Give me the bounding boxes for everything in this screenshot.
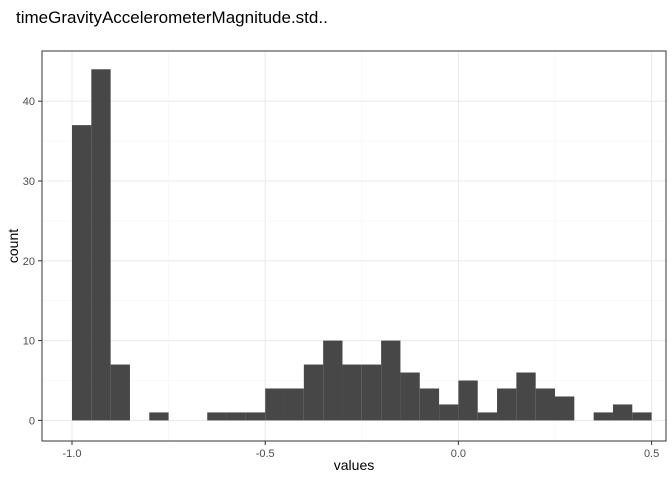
x-tick-label: -1.0	[63, 448, 82, 460]
histogram-bar	[612, 404, 633, 421]
histogram-bar	[593, 412, 613, 421]
y-tick-label: 30	[23, 176, 35, 188]
x-tick-label: 0.5	[644, 448, 659, 460]
histogram-bar	[381, 340, 401, 421]
x-tick-label: 0.0	[451, 448, 466, 460]
y-tick-label: 20	[23, 256, 35, 268]
bars-layer	[72, 69, 652, 421]
y-axis-title: count	[5, 229, 21, 263]
histogram-bar	[110, 364, 130, 421]
ticks-layer: -1.0 -0.5 0.0 0.5 0 10 20 30 40	[23, 96, 659, 460]
histogram-bar	[477, 412, 498, 421]
histogram-bar	[91, 69, 111, 421]
histogram-bar	[226, 412, 246, 421]
histogram-bar	[72, 125, 92, 421]
histogram-bar	[361, 364, 382, 421]
histogram-bar	[265, 388, 285, 421]
histogram-bar	[245, 412, 266, 421]
histogram-bar	[323, 340, 343, 421]
histogram-bar	[555, 396, 575, 421]
histogram-bar	[516, 372, 536, 421]
histogram-bar	[632, 412, 652, 421]
histogram-bar	[303, 364, 324, 421]
histogram-bar	[458, 380, 478, 421]
histogram-bar	[342, 364, 362, 421]
y-tick-label: 40	[23, 96, 35, 108]
histogram-bar	[284, 388, 304, 421]
histogram-bar	[149, 412, 169, 421]
panel-border	[41, 50, 667, 442]
y-tick-label: 10	[23, 336, 35, 348]
chart-title: timeGravityAccelerometerMagnitude.std..	[16, 8, 328, 27]
x-axis-title: values	[334, 457, 374, 473]
histogram-bar	[497, 388, 517, 421]
histogram-bar	[400, 372, 420, 421]
histogram-bar	[207, 412, 227, 421]
histogram-bar	[535, 388, 555, 421]
histogram-bar	[439, 404, 459, 421]
x-tick-label: -0.5	[256, 448, 275, 460]
y-tick-label: 0	[29, 415, 35, 427]
histogram-bar	[419, 388, 440, 421]
